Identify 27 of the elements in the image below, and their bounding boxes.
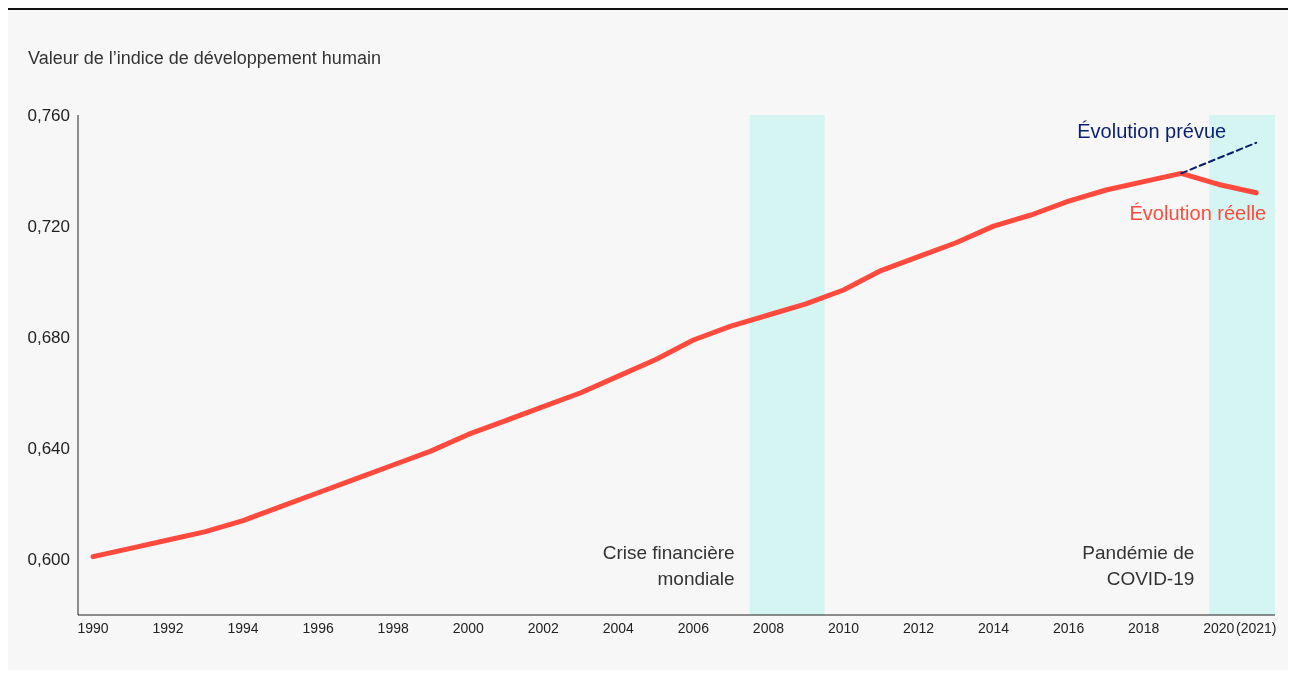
x-tick-label: 1994 (227, 619, 259, 636)
y-tick-label: 0,600 (27, 550, 70, 570)
x-tick-label: 2004 (602, 619, 635, 636)
x-tick-label: 2012 (902, 619, 935, 636)
x-tick-label: 2000 (452, 619, 485, 636)
x-tick-label: 1996 (302, 619, 334, 636)
x-tick-label: 1992 (152, 619, 184, 636)
series-label: Évolution prévue (1077, 119, 1227, 142)
x-tick-label: 2002 (527, 619, 560, 636)
x-tick-label: 2016 (1053, 619, 1085, 636)
x-tick-label: 2006 (677, 619, 710, 636)
y-axis-title: Valeur de l’indice de développement humain (28, 48, 381, 69)
x-tick-label: 1990 (77, 619, 109, 636)
series-label: Évolution réelle (1129, 201, 1267, 224)
y-tick-label: 0,640 (27, 439, 70, 459)
x-tick-label: (2021) (1236, 619, 1277, 636)
y-tick-label: 0,720 (27, 217, 70, 237)
x-tick-label: 2020 (1203, 619, 1235, 636)
x-tick-label: 1998 (377, 619, 409, 636)
x-tick-label: 2014 (978, 619, 1010, 636)
x-tick-label: 2018 (1128, 619, 1160, 636)
x-tick-label: 2010 (827, 619, 860, 636)
band-label: Pandémie de COVID-19 (1082, 542, 1195, 589)
y-tick-label: 0,760 (27, 106, 70, 126)
band-label: Crise financière mondiale (602, 542, 735, 589)
y-tick-label: 0,680 (27, 328, 70, 348)
x-tick-label: 2008 (752, 619, 785, 636)
